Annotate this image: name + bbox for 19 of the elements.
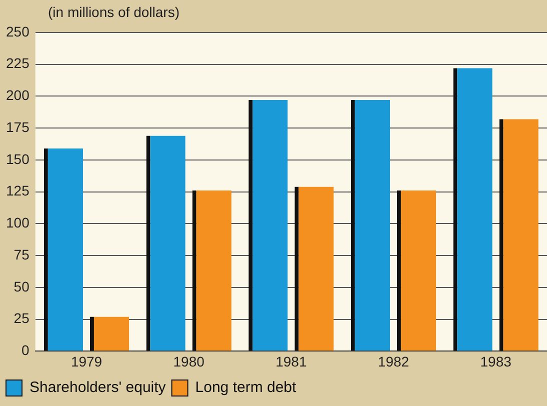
x-tick-label: 1983 — [480, 353, 512, 370]
y-tick-label: 200 — [6, 87, 30, 104]
y-tick-label: 50 — [14, 278, 30, 294]
x-tick-label: 1979 — [70, 353, 102, 370]
y-tick-label: 175 — [6, 118, 30, 135]
y-tick-label: 75 — [14, 246, 30, 262]
y-axis-title: (in millions of dollars) — [48, 4, 180, 20]
y-tick-label: 25 — [14, 310, 30, 326]
x-tick-label: 1981 — [276, 353, 307, 370]
y-tick-label: 225 — [6, 55, 30, 72]
y-tick-label: 250 — [6, 23, 30, 40]
legend-label: Shareholders' equity — [30, 379, 166, 396]
legend-label: Long term debt — [195, 379, 298, 396]
y-tick-label: 0 — [22, 342, 30, 358]
x-tick-label: 1982 — [378, 353, 410, 370]
x-tick-label: 1980 — [173, 353, 205, 370]
y-tick-label: 125 — [6, 182, 30, 199]
y-tick-label: 150 — [6, 150, 30, 167]
y-tick-label: 100 — [6, 214, 30, 231]
